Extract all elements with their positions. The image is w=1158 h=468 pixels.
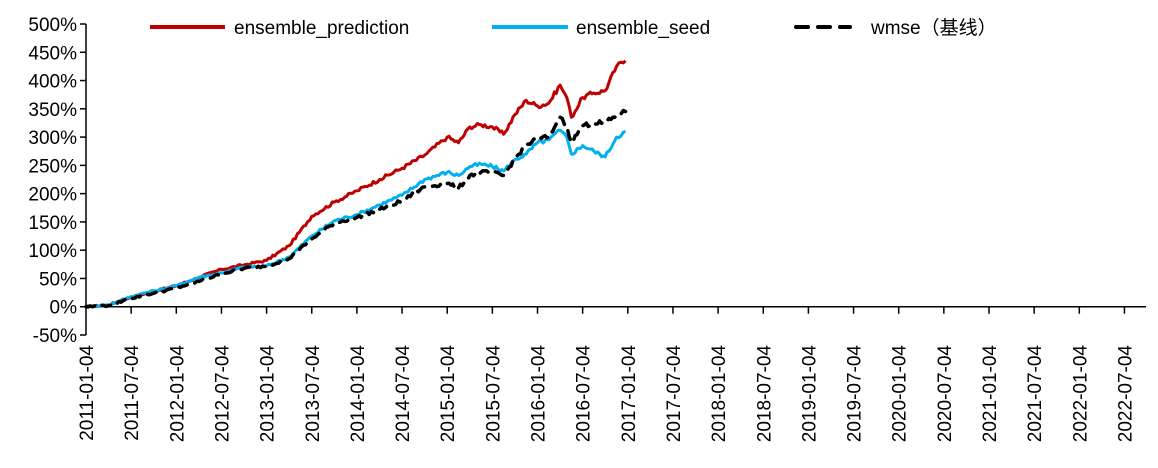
x-tick-label: 2018-01-04 (709, 345, 730, 443)
x-tick-label: 2022-01-04 (1070, 345, 1091, 443)
series-layer (84, 59, 628, 309)
x-tick-label: 2013-07-04 (303, 345, 324, 443)
y-tick-label: 500% (28, 15, 77, 36)
y-tick-label: 50% (39, 269, 77, 290)
y-tick-label: 250% (28, 156, 77, 177)
x-tick-label: 2022-07-04 (1115, 345, 1136, 443)
axes: -50% 0% 50% 100% 150% 200% 250% 300% 350% 400% 450… (28, 15, 1146, 442)
x-tick-label: 2016-01-04 (529, 345, 550, 443)
x-tick-label: 2021-07-04 (1025, 345, 1046, 443)
y-tick-label: 400% (28, 72, 77, 93)
y-tick-label: 300% (28, 128, 77, 149)
series-line-wmse (84, 108, 628, 309)
x-tick-label: 2014-07-04 (393, 345, 414, 443)
y-tick-label: 350% (28, 100, 77, 121)
legend-label: ensemble_seed (576, 18, 710, 39)
series-line-ensemble-prediction (85, 59, 627, 309)
x-tick-label: 2011-01-04 (77, 345, 98, 441)
x-tick-label: 2017-01-04 (619, 345, 640, 443)
x-tick-label: 2015-07-04 (483, 345, 504, 443)
x-tick-label: 2020-01-04 (890, 345, 911, 443)
y-tick-label: 150% (28, 213, 77, 234)
x-tick-label: 2012-01-04 (167, 345, 188, 443)
x-tick-label: 2015-01-04 (438, 345, 459, 443)
legend: ensemble_prediction ensemble_seed wmse（基线） (150, 17, 997, 39)
x-tick-label: 2020-07-04 (935, 345, 956, 443)
series-line-ensemble-seed (85, 128, 627, 309)
x-tick-label: 2019-01-04 (799, 345, 820, 443)
x-tick-label: 2014-01-04 (348, 345, 369, 443)
y-tick-label: 100% (28, 241, 77, 262)
y-tick-label: 200% (28, 185, 77, 206)
x-tick-label: 2019-07-04 (845, 345, 866, 443)
x-tick-label: 2016-07-04 (574, 345, 595, 443)
y-tick-label: -50% (33, 326, 77, 347)
x-tick-label: 2017-07-04 (664, 345, 685, 443)
y-tick-label: 0% (50, 298, 78, 319)
x-tick-label: 2011-07-04 (122, 345, 143, 441)
x-tick-label: 2013-01-04 (258, 345, 279, 443)
x-tick-label: 2018-07-04 (754, 345, 775, 443)
legend-label: ensemble_prediction (234, 18, 409, 39)
x-tick-label: 2021-01-04 (980, 345, 1001, 443)
x-tick-label: 2012-07-04 (212, 345, 233, 443)
legend-label: wmse（基线） (870, 17, 997, 39)
y-tick-label: 450% (28, 43, 77, 64)
